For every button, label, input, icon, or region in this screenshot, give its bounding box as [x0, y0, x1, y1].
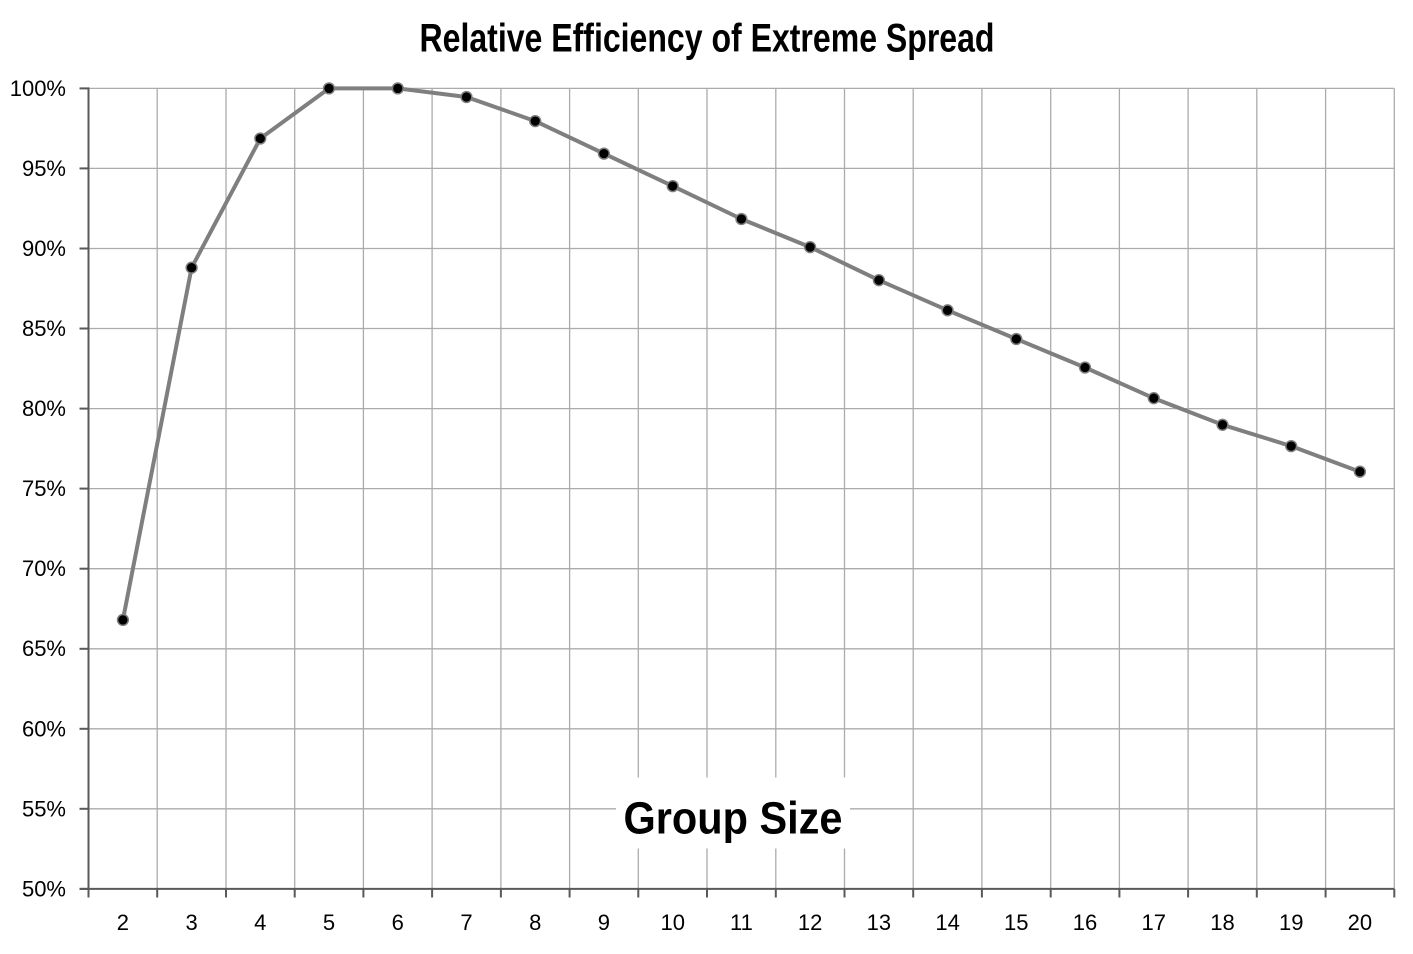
- svg-text:17: 17: [1142, 910, 1166, 935]
- svg-text:8: 8: [529, 910, 541, 935]
- svg-text:6: 6: [392, 910, 404, 935]
- svg-text:18: 18: [1210, 910, 1234, 935]
- svg-text:14: 14: [935, 910, 959, 935]
- svg-text:15: 15: [1004, 910, 1028, 935]
- svg-text:19: 19: [1279, 910, 1303, 935]
- svg-text:65%: 65%: [22, 636, 66, 661]
- svg-text:9: 9: [598, 910, 610, 935]
- svg-text:13: 13: [867, 910, 891, 935]
- svg-text:90%: 90%: [22, 236, 66, 261]
- svg-text:75%: 75%: [22, 476, 66, 501]
- svg-text:7: 7: [460, 910, 472, 935]
- svg-text:16: 16: [1073, 910, 1097, 935]
- svg-text:70%: 70%: [22, 556, 66, 581]
- svg-text:5: 5: [323, 910, 335, 935]
- svg-text:55%: 55%: [22, 796, 66, 821]
- svg-text:4: 4: [254, 910, 266, 935]
- svg-text:Group Size: Group Size: [624, 793, 843, 844]
- svg-text:3: 3: [185, 910, 197, 935]
- svg-text:50%: 50%: [22, 876, 66, 901]
- svg-text:10: 10: [660, 910, 684, 935]
- svg-text:95%: 95%: [22, 156, 66, 181]
- svg-text:2: 2: [117, 910, 129, 935]
- svg-text:60%: 60%: [22, 716, 66, 741]
- svg-text:20: 20: [1348, 910, 1372, 935]
- svg-text:85%: 85%: [22, 316, 66, 341]
- svg-text:Relative Efficiency of Extreme: Relative Efficiency of Extreme Spread: [420, 17, 995, 61]
- svg-text:80%: 80%: [22, 396, 66, 421]
- svg-text:12: 12: [798, 910, 822, 935]
- svg-text:100%: 100%: [10, 76, 66, 101]
- svg-text:11: 11: [730, 910, 753, 935]
